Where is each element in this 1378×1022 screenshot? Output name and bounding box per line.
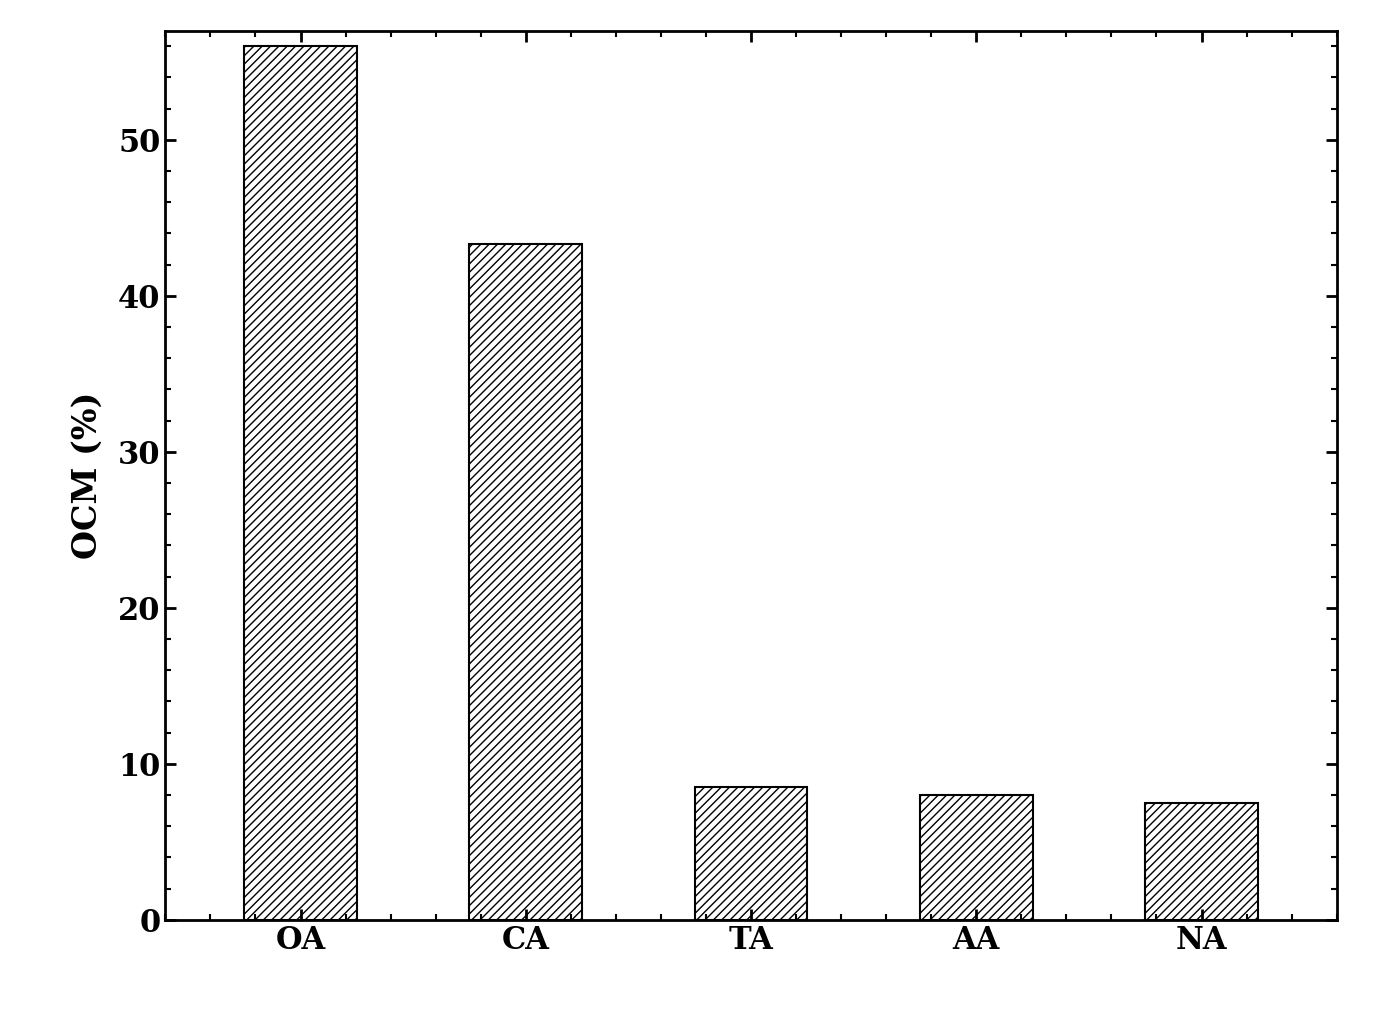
Y-axis label: OCM (%): OCM (%) xyxy=(72,391,105,559)
Bar xyxy=(470,244,582,920)
Bar xyxy=(921,795,1032,920)
Bar xyxy=(695,787,808,920)
Bar xyxy=(244,46,357,920)
Bar xyxy=(1145,803,1258,920)
